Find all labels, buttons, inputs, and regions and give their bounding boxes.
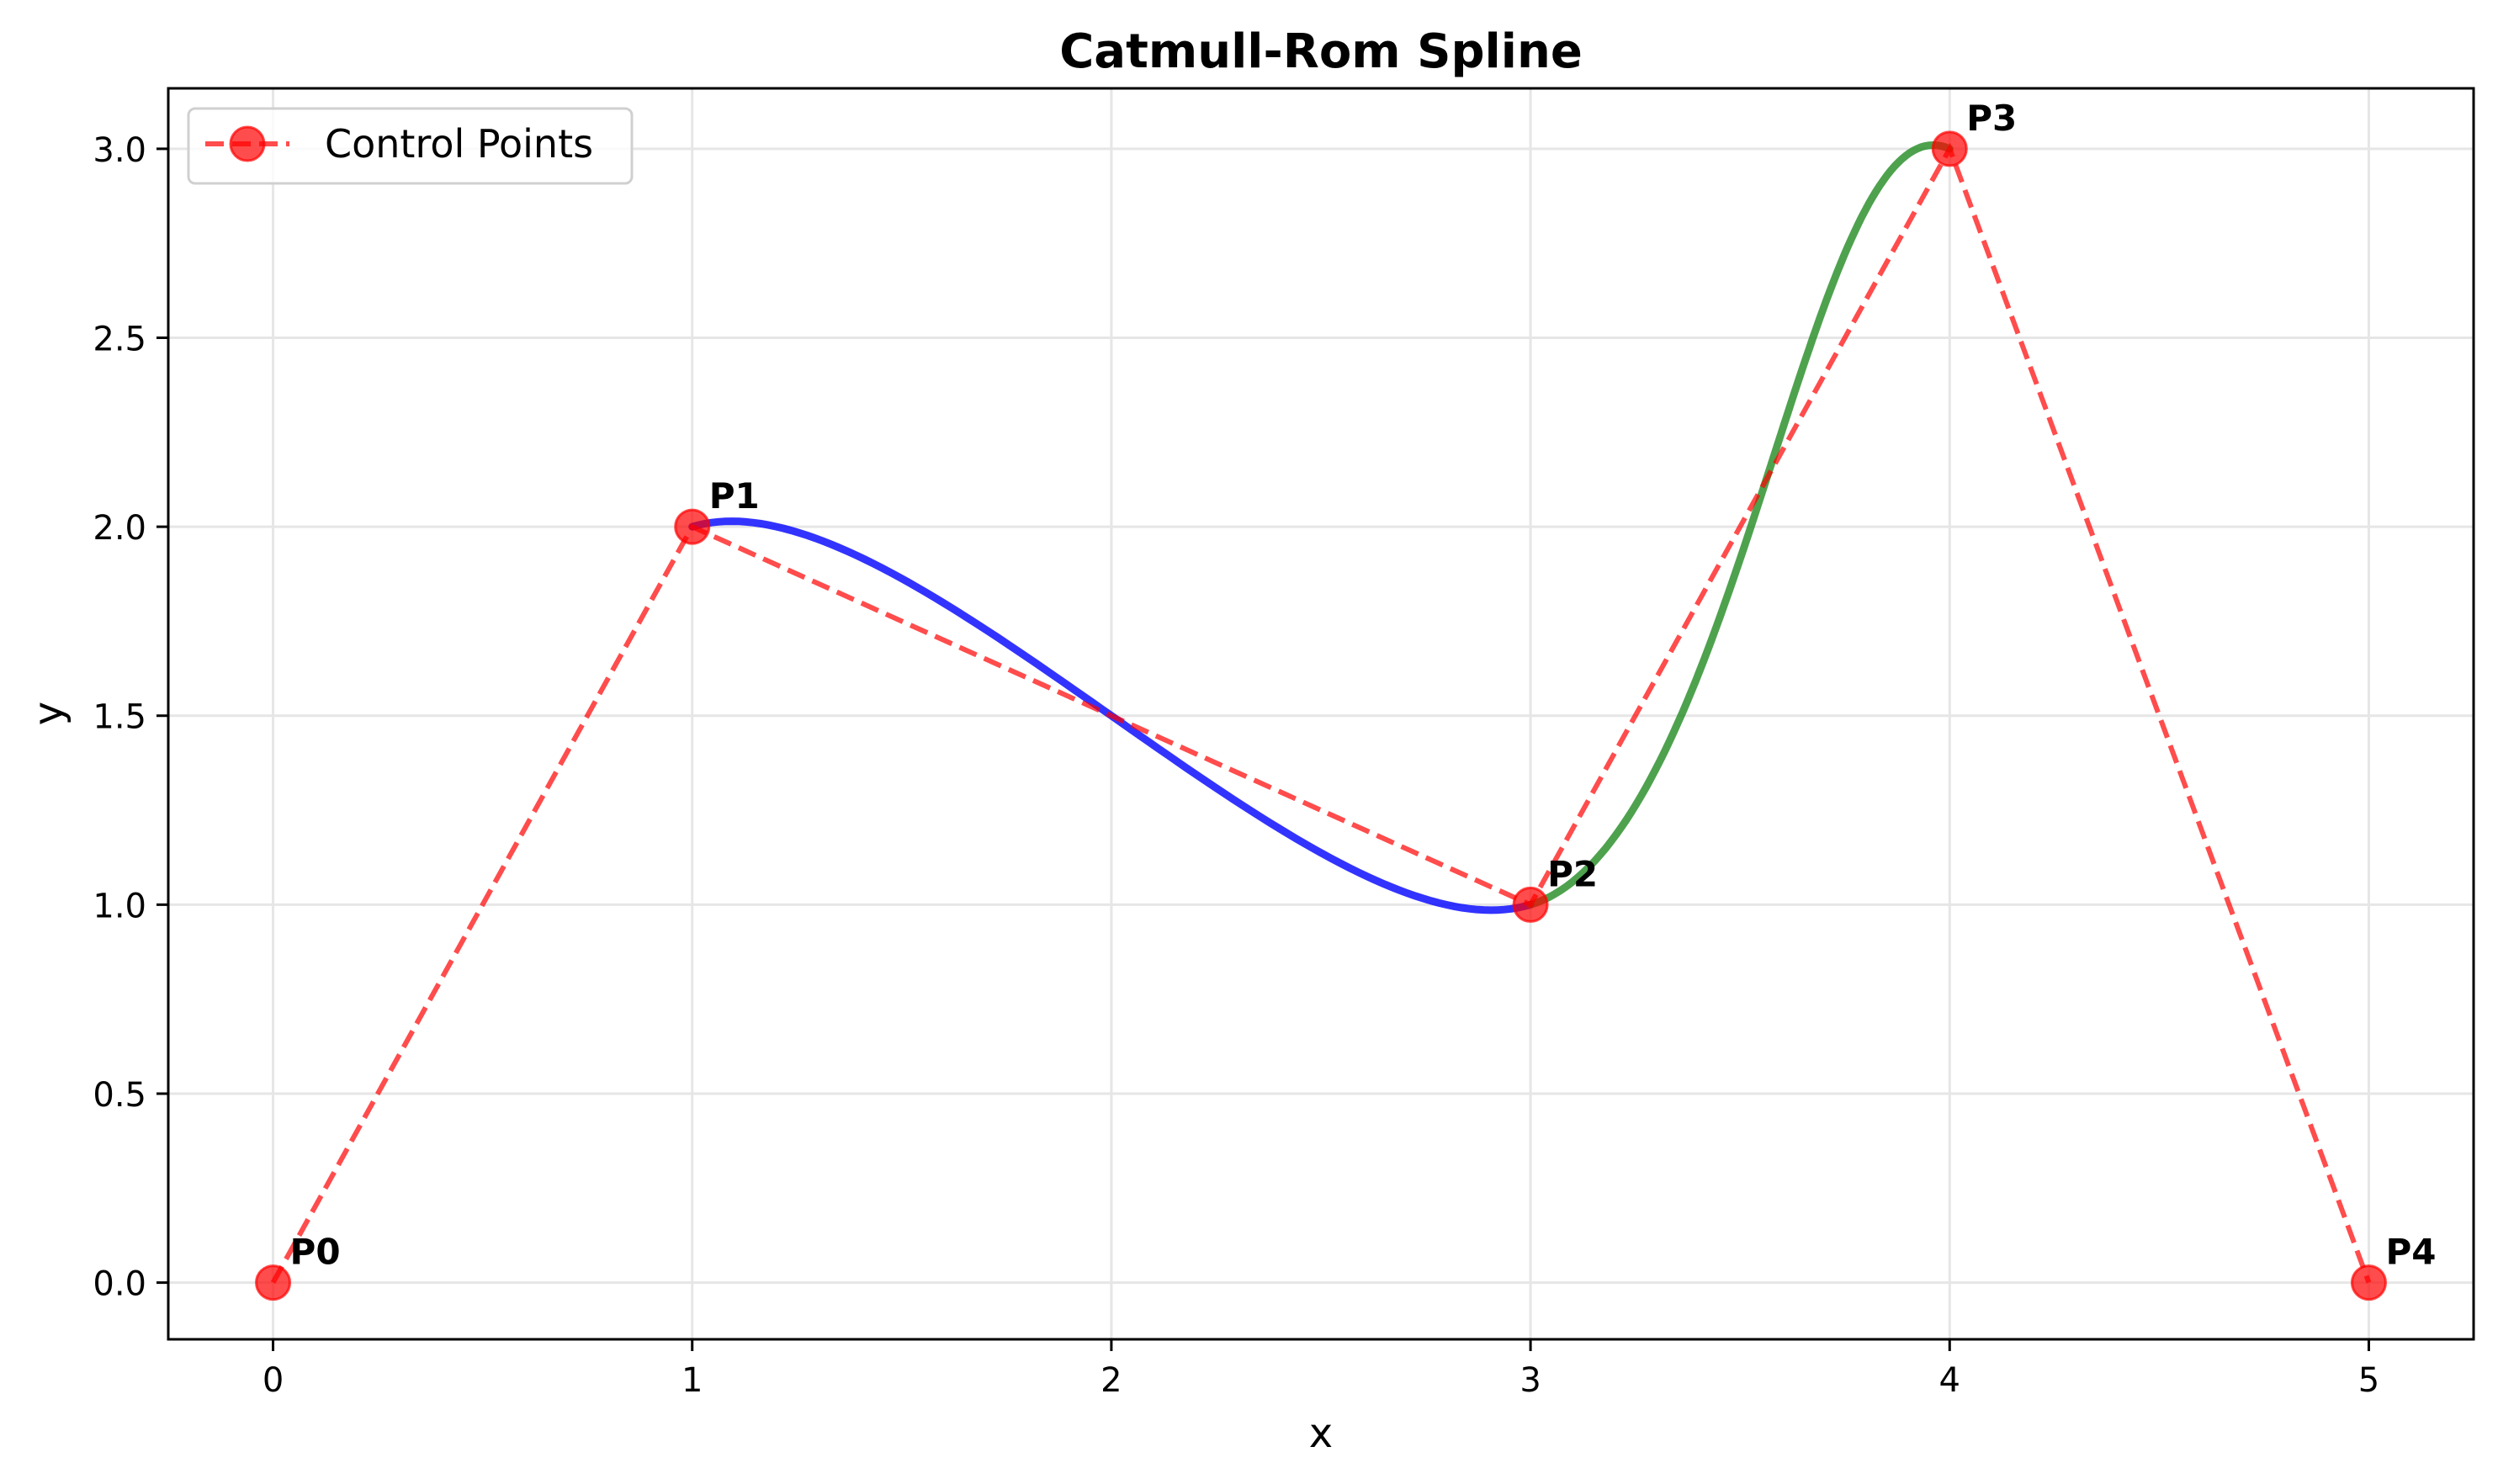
y-tick-label: 2.0 xyxy=(93,509,146,548)
x-axis-label: x xyxy=(1309,1410,1333,1457)
y-tick-label: 1.5 xyxy=(93,698,146,737)
legend-marker xyxy=(229,125,266,162)
y-axis-label: y xyxy=(25,702,72,725)
y-tick-label: 0.5 xyxy=(93,1076,146,1115)
y-tick-label: 0.0 xyxy=(93,1265,146,1304)
control-point-label: P3 xyxy=(1966,98,2017,139)
legend-label: Control Points xyxy=(325,121,593,167)
x-tick-label: 4 xyxy=(1939,1361,1960,1400)
control-point-label: P0 xyxy=(290,1232,341,1273)
control-point-marker xyxy=(1512,886,1549,923)
control-point-marker xyxy=(1931,130,1968,167)
control-point-marker xyxy=(255,1264,292,1301)
control-point-label: P2 xyxy=(1547,853,1598,894)
legend-box xyxy=(187,107,634,185)
control-point-marker xyxy=(674,508,711,545)
control-points: P0 P1 P2 P3 P4 xyxy=(255,98,2436,1301)
ticks: 0 1 2 3 4 5 0.0 0.5 1.0 1.5 2.0 2.5 3.0 xyxy=(93,131,2379,1400)
legend: Control Points xyxy=(187,107,634,185)
y-tick-label: 1.0 xyxy=(93,887,146,925)
x-tick-label: 0 xyxy=(263,1361,284,1400)
plot-frame xyxy=(167,87,2475,1341)
x-tick-label: 5 xyxy=(2358,1361,2379,1400)
x-tick-label: 2 xyxy=(1100,1361,1122,1400)
x-tick-label: 1 xyxy=(682,1361,703,1400)
x-tick-label: 3 xyxy=(1519,1361,1541,1400)
chart-title: Catmull-Rom Spline xyxy=(1059,24,1583,79)
control-point-label: P4 xyxy=(2385,1232,2436,1273)
control-point-label: P1 xyxy=(709,475,760,517)
control-point-marker xyxy=(2350,1264,2387,1301)
grid xyxy=(168,88,2474,1339)
y-tick-label: 2.5 xyxy=(93,321,146,359)
y-tick-label: 3.0 xyxy=(93,131,146,170)
